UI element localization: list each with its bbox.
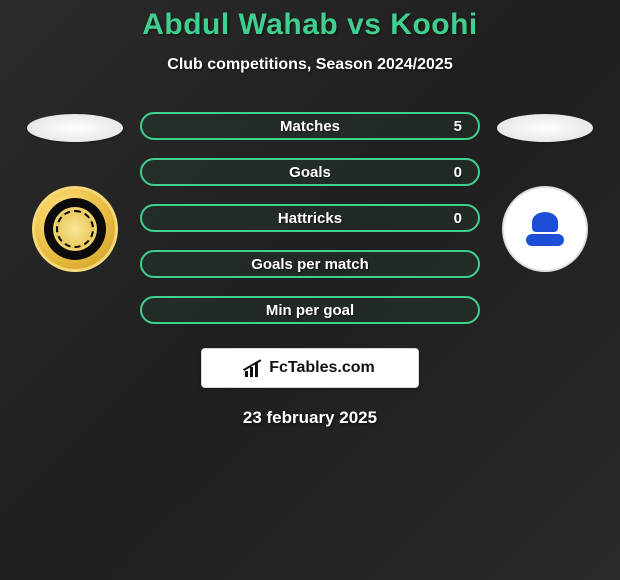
stat-right-value: 0 <box>422 210 462 227</box>
right-column <box>490 112 600 272</box>
player-placeholder-right <box>497 114 593 142</box>
stat-label: Hattricks <box>198 210 422 227</box>
brand-box: FcTables.com <box>201 348 419 388</box>
page-title: Abdul Wahab vs Koohi <box>0 8 620 42</box>
main-row: Matches 5 Goals 0 Hattricks 0 Goals per … <box>0 112 620 324</box>
stat-right-value: 5 <box>422 118 462 135</box>
subtitle: Club competitions, Season 2024/2025 <box>0 56 620 74</box>
stat-label: Goals per match <box>198 256 422 273</box>
stat-row-matches: Matches 5 <box>140 112 480 140</box>
bar-chart-icon <box>245 359 263 377</box>
date-label: 23 february 2025 <box>243 408 377 428</box>
footer: FcTables.com 23 february 2025 <box>0 348 620 428</box>
stats-column: Matches 5 Goals 0 Hattricks 0 Goals per … <box>140 112 480 324</box>
shield-icon <box>522 206 568 252</box>
left-column <box>20 112 130 272</box>
stat-right-value: 0 <box>422 164 462 181</box>
stat-row-hattricks: Hattricks 0 <box>140 204 480 232</box>
club-badge-right-inner <box>517 201 573 257</box>
stat-row-min-per-goal: Min per goal <box>140 296 480 324</box>
stat-row-goals: Goals 0 <box>140 158 480 186</box>
stat-label: Matches <box>198 118 422 135</box>
stat-row-goals-per-match: Goals per match <box>140 250 480 278</box>
comparison-card: Abdul Wahab vs Koohi Club competitions, … <box>0 0 620 428</box>
club-badge-left-inner <box>44 198 106 260</box>
club-badge-left <box>32 186 118 272</box>
player-placeholder-left <box>27 114 123 142</box>
stat-label: Min per goal <box>198 302 422 319</box>
stat-label: Goals <box>198 164 422 181</box>
club-badge-right <box>502 186 588 272</box>
brand-label: FcTables.com <box>269 359 375 377</box>
sun-icon <box>56 210 94 248</box>
